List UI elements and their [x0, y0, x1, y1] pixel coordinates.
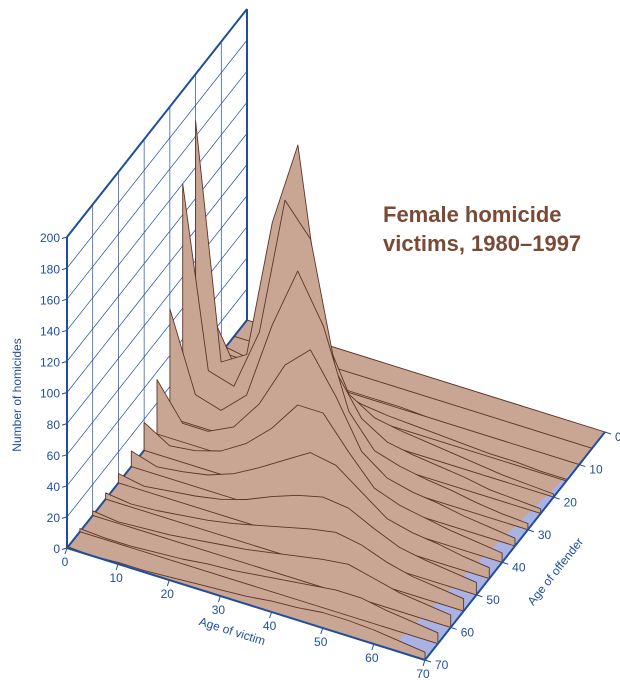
wall-grid-line — [66, 102, 248, 331]
y-tick-label: 0 — [615, 430, 620, 444]
z-tick-label: 80 — [47, 418, 61, 432]
wall-grid-line — [66, 70, 248, 300]
y-tick — [450, 626, 457, 630]
wall-grid-line — [66, 8, 248, 238]
x-tick-label: 50 — [314, 635, 328, 649]
x-tick — [320, 627, 324, 635]
y-tick-label: 20 — [564, 495, 578, 509]
z-tick-label: 200 — [40, 231, 60, 245]
y-tick-label: 10 — [589, 463, 603, 477]
wall-grid-line — [66, 39, 248, 269]
z-tick-label: 40 — [47, 480, 61, 494]
y-tick-label: 30 — [538, 528, 552, 542]
axis-edge — [66, 547, 426, 661]
x-tick-label: 70 — [416, 667, 430, 681]
y-tick-label: 60 — [461, 626, 475, 640]
y-tick — [476, 594, 483, 598]
z-tick-label: 100 — [40, 387, 60, 401]
x-tick-label: 20 — [161, 587, 175, 601]
z-tick-label: 140 — [40, 324, 60, 338]
x-tick-label: 40 — [263, 619, 277, 633]
z-tick — [61, 547, 68, 550]
x-tick — [64, 547, 68, 555]
y-tick — [553, 496, 560, 500]
x-tick — [371, 643, 375, 651]
axis-edge — [424, 431, 606, 661]
wall-grid-line — [66, 133, 248, 362]
y-tick — [604, 431, 612, 435]
z-tick-label: 20 — [47, 511, 61, 525]
z-tick-label: 120 — [40, 356, 60, 370]
y-axis-label: Age of offender — [524, 535, 586, 608]
x-tick-label: 0 — [62, 555, 69, 569]
wall-grid-line — [66, 164, 248, 393]
x-tick-label: 60 — [365, 651, 379, 665]
y-tick-label: 40 — [512, 560, 526, 574]
x-tick — [422, 659, 426, 667]
y-tick — [424, 659, 432, 663]
z-tick-label: 60 — [47, 449, 61, 463]
x-axis-label: Age of victim — [197, 614, 267, 648]
z-tick-label: 0 — [53, 542, 60, 556]
surface-row — [79, 528, 439, 645]
wall-grid-line — [66, 226, 248, 455]
z-tick-label: 180 — [40, 262, 60, 276]
y-tick — [579, 464, 586, 468]
x-tick-label: 30 — [212, 603, 226, 617]
x-tick — [269, 611, 273, 619]
y-tick-label: 50 — [486, 593, 500, 607]
wall-grid-line — [66, 195, 248, 424]
surface-row — [169, 270, 529, 531]
x-tick — [217, 595, 221, 603]
chart-title: Female homicide victims, 1980–1997 — [383, 202, 582, 256]
z-tick-label: 160 — [40, 293, 60, 307]
y-tick — [501, 561, 509, 565]
z-axis-label: Number of homicides — [10, 338, 24, 451]
x-tick-label: 10 — [109, 571, 123, 585]
x-tick — [166, 579, 170, 587]
y-tick-label: 70 — [435, 658, 449, 672]
y-tick — [527, 529, 535, 533]
wall-grid-line — [66, 257, 248, 487]
x-tick — [115, 563, 119, 571]
